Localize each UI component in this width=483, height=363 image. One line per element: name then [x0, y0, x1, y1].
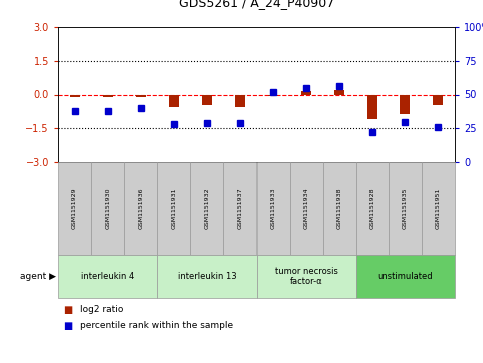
- Bar: [103, 94, 113, 97]
- Text: GSM1151928: GSM1151928: [370, 188, 375, 229]
- Text: log2 ratio: log2 ratio: [80, 305, 123, 314]
- Text: interleukin 4: interleukin 4: [81, 272, 134, 281]
- Text: GSM1151936: GSM1151936: [138, 188, 143, 229]
- Bar: [70, 94, 80, 97]
- Text: percentile rank within the sample: percentile rank within the sample: [80, 321, 233, 330]
- Text: GSM1151929: GSM1151929: [72, 188, 77, 229]
- Text: tumor necrosis
factor-α: tumor necrosis factor-α: [275, 267, 338, 286]
- Bar: [202, 94, 212, 105]
- Text: GSM1151930: GSM1151930: [105, 188, 110, 229]
- Text: GSM1151934: GSM1151934: [304, 188, 309, 229]
- Bar: [334, 90, 344, 94]
- Bar: [169, 94, 179, 107]
- Text: GSM1151933: GSM1151933: [270, 188, 275, 229]
- Text: GSM1151932: GSM1151932: [204, 188, 209, 229]
- Text: GSM1151938: GSM1151938: [337, 188, 341, 229]
- Text: GSM1151951: GSM1151951: [436, 188, 441, 229]
- Text: ■: ■: [63, 321, 72, 331]
- Bar: [136, 94, 146, 97]
- Bar: [434, 94, 443, 105]
- Text: agent ▶: agent ▶: [20, 272, 56, 281]
- Bar: [400, 94, 411, 114]
- Bar: [235, 94, 245, 107]
- Text: ■: ■: [63, 305, 72, 315]
- Text: GDS5261 / A_24_P40907: GDS5261 / A_24_P40907: [179, 0, 334, 9]
- Text: GSM1151931: GSM1151931: [171, 188, 176, 229]
- Bar: [368, 94, 377, 119]
- Bar: [268, 94, 278, 95]
- Text: GSM1151937: GSM1151937: [238, 188, 242, 229]
- Bar: [301, 91, 311, 94]
- Text: GSM1151935: GSM1151935: [403, 188, 408, 229]
- Text: interleukin 13: interleukin 13: [178, 272, 236, 281]
- Text: unstimulated: unstimulated: [378, 272, 433, 281]
